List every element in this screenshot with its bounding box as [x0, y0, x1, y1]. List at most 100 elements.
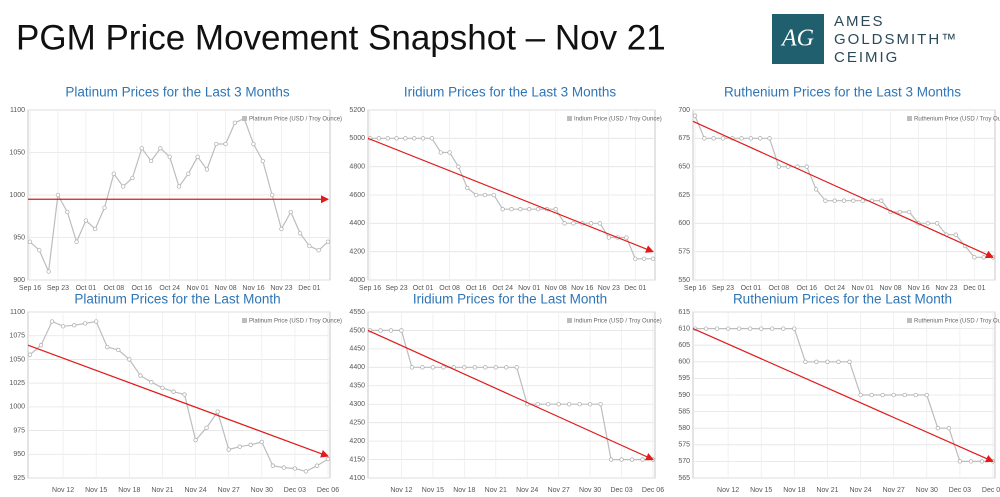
legend-swatch — [907, 318, 912, 323]
x-tick-label: Nov 21 — [485, 487, 507, 494]
x-tick-label: Dec 06 — [642, 487, 664, 494]
data-point — [925, 221, 930, 226]
logo-mark: AG — [780, 26, 814, 52]
x-tick-label: Sep 16 — [359, 285, 381, 292]
x-tick-label: Dec 01 — [298, 285, 320, 292]
x-tick-label: Nov 12 — [390, 487, 412, 494]
data-point — [571, 221, 576, 226]
data-point — [606, 235, 611, 240]
data-point — [535, 207, 541, 212]
data-point — [325, 456, 331, 462]
data-point — [204, 425, 209, 430]
data-point — [759, 326, 764, 331]
data-point — [739, 136, 744, 141]
data-point — [897, 209, 903, 215]
x-tick-label: Oct 01 — [76, 285, 97, 292]
chart-title: Iridium Prices for the Last 3 Months — [404, 85, 617, 100]
data-point — [27, 352, 33, 357]
data-point — [748, 136, 754, 141]
plot-frame — [27, 311, 331, 479]
data-point — [924, 392, 929, 398]
data-point — [55, 192, 61, 198]
chart-title: Ruthenium Prices for the Last 3 Months — [724, 85, 961, 100]
data-point — [500, 207, 505, 212]
data-point — [260, 158, 265, 164]
data-point — [182, 392, 187, 397]
y-tick-label: 575 — [678, 442, 690, 449]
legend-label: Indium Price (USD / Troy Ounce) — [574, 319, 662, 325]
x-tick-label: Nov 15 — [750, 487, 772, 494]
x-tick-label: Oct 08 — [439, 285, 460, 292]
data-point — [420, 136, 426, 141]
data-point — [509, 207, 514, 212]
data-point — [935, 426, 940, 431]
logo-line: CEIMIG — [834, 49, 899, 66]
trend-arrow — [692, 120, 994, 259]
data-point — [588, 221, 594, 226]
y-tick-label: 585 — [678, 408, 690, 415]
data-point — [462, 365, 467, 370]
data-point — [297, 231, 303, 236]
chart-title: Platinum Prices for the Last 3 Months — [65, 85, 290, 100]
data-point — [105, 344, 110, 350]
data-point — [237, 444, 242, 449]
data-point — [148, 158, 154, 164]
data-point — [633, 256, 638, 261]
y-tick-label: 5000 — [349, 135, 365, 142]
data-point — [880, 392, 885, 398]
data-point — [139, 146, 144, 151]
y-tick-label: 4250 — [349, 420, 365, 427]
y-tick-label: 1050 — [9, 356, 25, 363]
data-point — [259, 439, 264, 445]
data-point — [226, 447, 231, 452]
y-tick-label: 650 — [678, 164, 690, 171]
y-tick-label: 900 — [13, 277, 25, 284]
data-point — [858, 392, 863, 398]
data-point — [46, 269, 51, 274]
data-point — [232, 120, 238, 125]
legend-swatch — [907, 116, 912, 121]
data-point — [303, 469, 309, 474]
x-tick-label: Sep 23 — [47, 285, 69, 292]
data-point — [823, 198, 828, 203]
data-point — [650, 256, 656, 261]
legend-label: Platinum Price (USD / Troy Ounce) — [249, 117, 342, 123]
data-point — [781, 326, 786, 331]
x-tick-label: Nov 18 — [118, 487, 140, 494]
data-point — [629, 457, 635, 462]
data-point — [94, 319, 99, 324]
x-tick-label: Nov 24 — [849, 487, 871, 494]
x-tick-label: Nov 30 — [916, 487, 938, 494]
y-tick-label: 925 — [13, 475, 25, 482]
price-line — [370, 329, 653, 461]
x-tick-label: Oct 16 — [131, 285, 152, 292]
x-tick-label: Nov 23 — [935, 285, 957, 292]
y-tick-label: 615 — [678, 309, 690, 316]
x-tick-label: Dec 01 — [624, 285, 646, 292]
data-point — [776, 164, 781, 169]
y-tick-label: 610 — [678, 325, 690, 332]
x-tick-label: Nov 18 — [453, 487, 475, 494]
data-point — [215, 409, 220, 414]
data-point — [907, 209, 912, 215]
y-tick-label: 550 — [678, 277, 690, 284]
data-point — [223, 141, 228, 147]
data-point — [378, 328, 383, 333]
x-tick-label: Nov 27 — [883, 487, 905, 494]
y-tick-label: 950 — [13, 451, 25, 458]
trend-arrow — [367, 329, 654, 461]
data-point — [825, 359, 830, 364]
data-point — [748, 326, 753, 331]
data-point — [981, 255, 986, 260]
data-point — [968, 459, 974, 464]
x-tick-label: Nov 21 — [151, 487, 173, 494]
x-tick-label: Sep 16 — [684, 285, 706, 292]
data-point — [279, 226, 284, 232]
x-tick-label: Nov 30 — [251, 487, 273, 494]
data-point — [979, 459, 985, 464]
data-point — [441, 365, 446, 370]
y-tick-label: 625 — [678, 192, 690, 199]
data-point — [314, 463, 320, 468]
data-point — [803, 359, 808, 364]
